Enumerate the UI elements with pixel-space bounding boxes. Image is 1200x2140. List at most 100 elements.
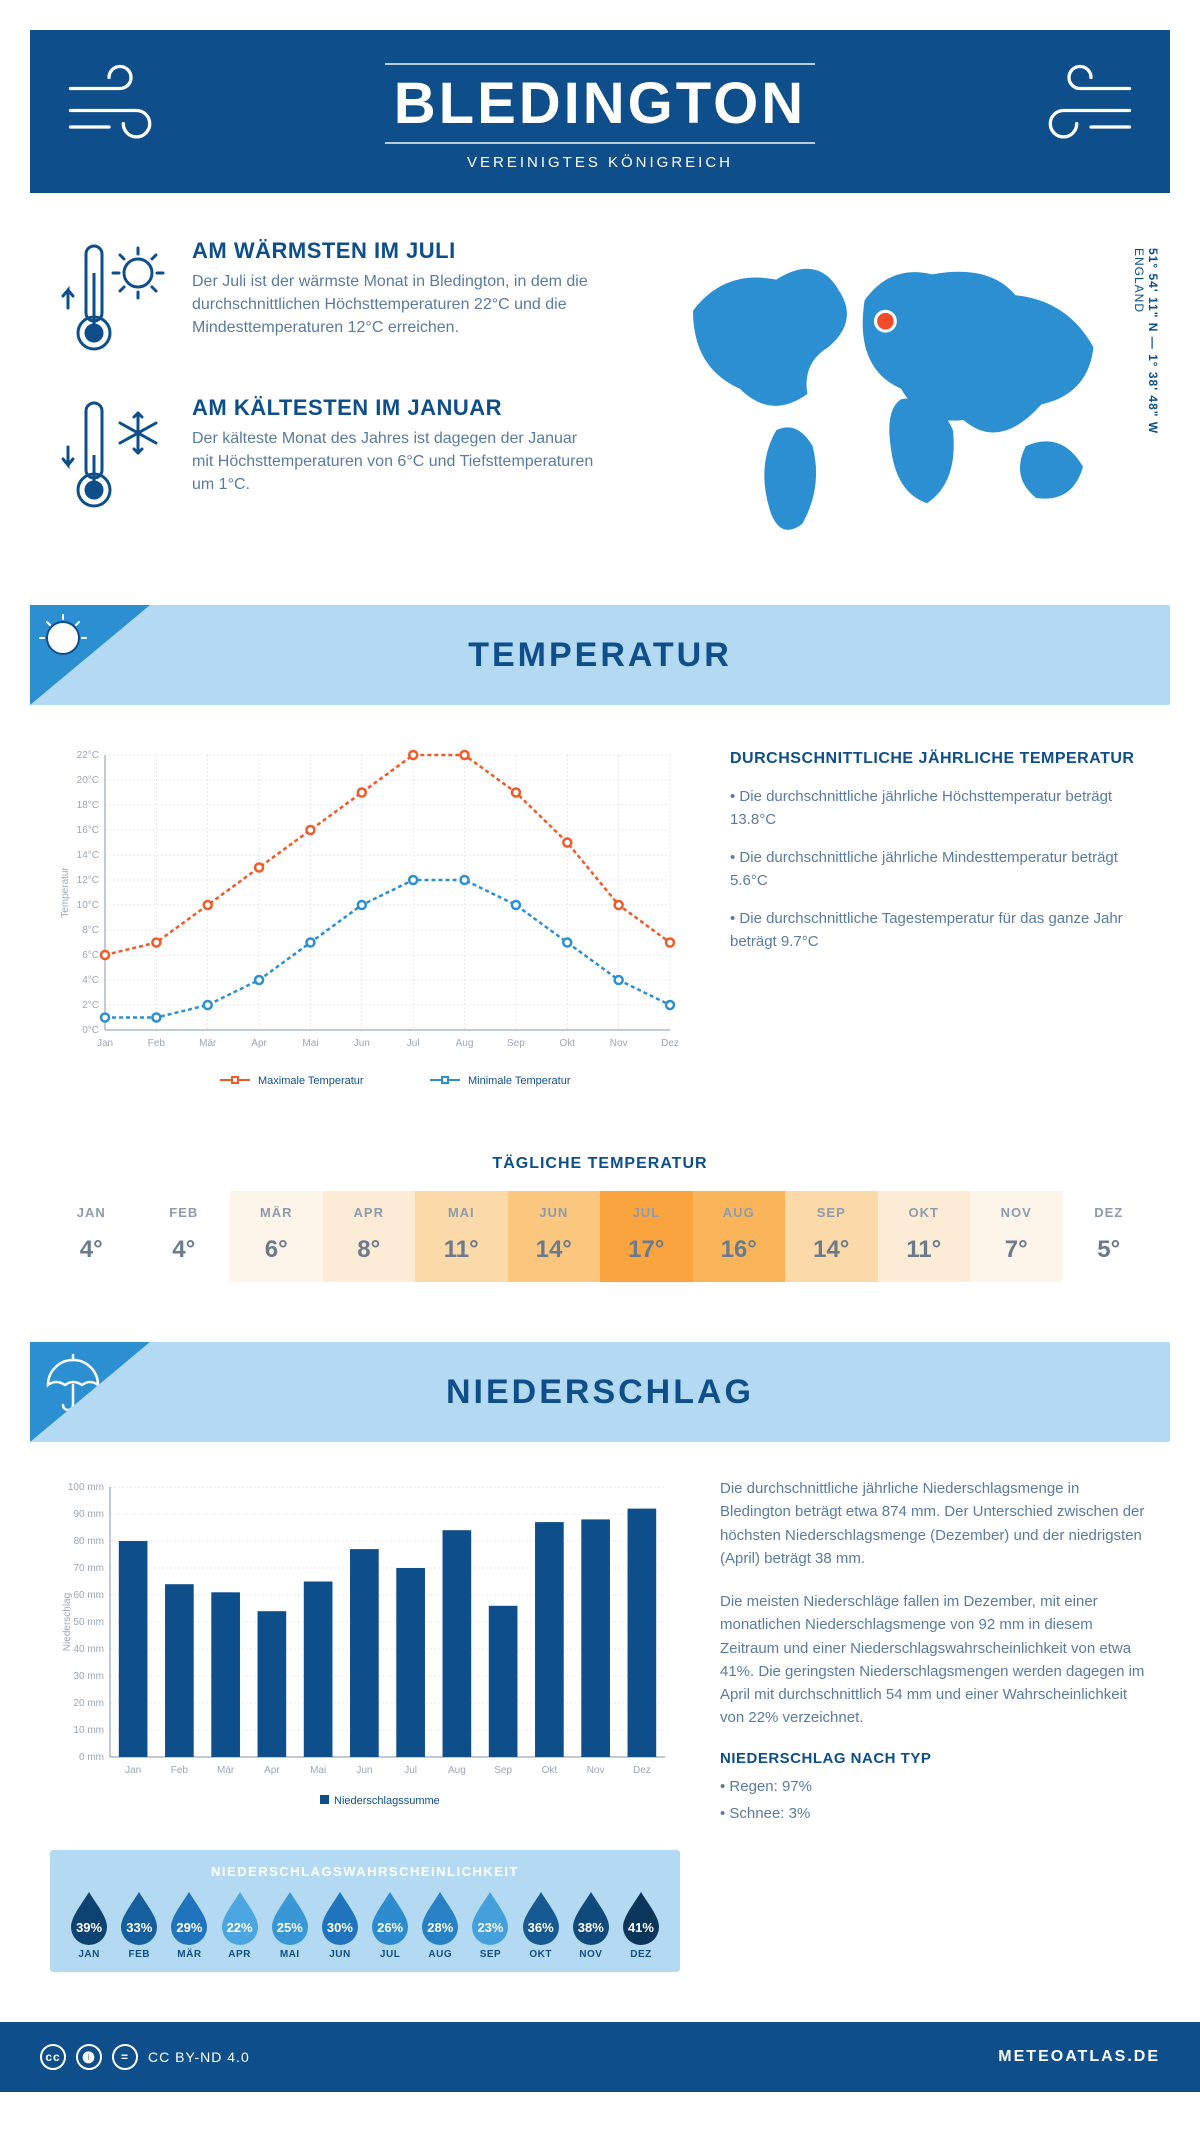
- svg-text:Mär: Mär: [217, 1765, 235, 1776]
- svg-text:Feb: Feb: [148, 1038, 166, 1049]
- thermometer-sun-icon: [60, 238, 170, 358]
- svg-text:100 mm: 100 mm: [68, 1482, 104, 1493]
- precip-prob-drop: 36%OKT: [516, 1889, 566, 1960]
- svg-text:0 mm: 0 mm: [79, 1752, 104, 1763]
- svg-text:Niederschlagssumme: Niederschlagssumme: [334, 1795, 440, 1807]
- daily-temp-cell: AUG16°: [693, 1191, 786, 1282]
- svg-text:14°C: 14°C: [77, 850, 99, 861]
- wind-icon: [1025, 60, 1135, 150]
- daily-temp-cell: FEB4°: [138, 1191, 231, 1282]
- coldest-text: Der kälteste Monat des Jahres ist dagege…: [192, 427, 601, 497]
- precip-prob-drop: 25%MAI: [265, 1889, 315, 1960]
- warmest-fact: AM WÄRMSTEN IM JULI Der Juli ist der wär…: [60, 238, 601, 363]
- world-map: [641, 238, 1140, 550]
- precip-heading: NIEDERSCHLAG: [446, 1373, 754, 1412]
- temp-stat-3: • Die durchschnittliche Tagestemperatur …: [730, 908, 1150, 953]
- svg-text:Jan: Jan: [125, 1765, 141, 1776]
- by-icon: 🅘: [76, 2044, 102, 2070]
- temperature-line-chart: 0°C2°C4°C6°C8°C10°C12°C14°C16°C18°C20°C2…: [50, 740, 690, 1100]
- prob-title: NIEDERSCHLAGSWAHRSCHEINLICHKEIT: [64, 1864, 666, 1879]
- temperature-section-banner: TEMPERATUR: [30, 605, 1170, 705]
- daily-temp-cell: JUL17°: [600, 1191, 693, 1282]
- svg-text:Apr: Apr: [264, 1765, 280, 1776]
- daily-temp-cell: JAN4°: [45, 1191, 138, 1282]
- temp-stat-2: • Die durchschnittliche jährliche Mindes…: [730, 847, 1150, 892]
- svg-text:40 mm: 40 mm: [73, 1644, 104, 1655]
- precip-prob-drop: 28%AUG: [415, 1889, 465, 1960]
- svg-text:Aug: Aug: [456, 1038, 474, 1049]
- umbrella-icon: [38, 1350, 103, 1415]
- svg-text:60 mm: 60 mm: [73, 1590, 104, 1601]
- precip-prob-drop: 23%SEP: [465, 1889, 515, 1960]
- svg-text:Maximale Temperatur: Maximale Temperatur: [258, 1075, 364, 1087]
- svg-text:Nov: Nov: [610, 1038, 628, 1049]
- svg-text:Sep: Sep: [494, 1765, 512, 1776]
- svg-text:Jun: Jun: [354, 1038, 370, 1049]
- daily-temp-cell: APR8°: [323, 1191, 416, 1282]
- svg-text:50 mm: 50 mm: [73, 1617, 104, 1628]
- site-name: METEOATLAS.DE: [998, 2048, 1160, 2066]
- svg-text:Nov: Nov: [587, 1765, 605, 1776]
- svg-text:Jan: Jan: [97, 1038, 113, 1049]
- svg-text:Temperatur: Temperatur: [60, 867, 71, 918]
- svg-text:20 mm: 20 mm: [73, 1698, 104, 1709]
- svg-text:70 mm: 70 mm: [73, 1563, 104, 1574]
- svg-text:Mär: Mär: [199, 1038, 217, 1049]
- svg-text:Jul: Jul: [404, 1765, 417, 1776]
- precip-para-1: Die durchschnittliche jährliche Niedersc…: [720, 1477, 1150, 1570]
- svg-text:Niederschlag: Niederschlag: [62, 1593, 73, 1651]
- header-banner: BLEDINGTON VEREINIGTES KÖNIGREICH: [30, 30, 1170, 193]
- temp-stats-title: DURCHSCHNITTLICHE JÄHRLICHE TEMPERATUR: [730, 750, 1150, 768]
- license-text: CC BY-ND 4.0: [148, 2049, 250, 2065]
- svg-text:10 mm: 10 mm: [73, 1725, 104, 1736]
- precip-prob-drop: 41%DEZ: [616, 1889, 666, 1960]
- sun-icon: [38, 613, 98, 673]
- svg-text:8°C: 8°C: [82, 925, 99, 936]
- svg-text:10°C: 10°C: [77, 900, 99, 911]
- cc-icon: cc: [40, 2044, 66, 2070]
- coldest-fact: AM KÄLTESTEN IM JANUAR Der kälteste Mona…: [60, 395, 601, 520]
- thermometer-snow-icon: [60, 395, 170, 515]
- svg-text:0°C: 0°C: [82, 1025, 99, 1036]
- temp-stat-1: • Die durchschnittliche jährliche Höchst…: [730, 786, 1150, 831]
- precip-prob-drop: 22%APR: [215, 1889, 265, 1960]
- svg-text:4°C: 4°C: [82, 975, 99, 986]
- svg-text:80 mm: 80 mm: [73, 1536, 104, 1547]
- warmest-text: Der Juli ist der wärmste Monat in Bledin…: [192, 270, 601, 340]
- daily-temp-cell: OKT11°: [878, 1191, 971, 1282]
- precip-prob-drop: 30%JUN: [315, 1889, 365, 1960]
- svg-text:2°C: 2°C: [82, 1000, 99, 1011]
- svg-text:Dez: Dez: [633, 1765, 651, 1776]
- coordinates: 51° 54' 11" N — 1° 38' 48" WENGLAND: [1132, 248, 1160, 434]
- warmest-title: AM WÄRMSTEN IM JULI: [192, 238, 601, 264]
- svg-text:Okt: Okt: [559, 1038, 575, 1049]
- precip-prob-drop: 26%JUL: [365, 1889, 415, 1960]
- daily-temp-title: TÄGLICHE TEMPERATUR: [30, 1155, 1170, 1173]
- precip-type-title: NIEDERSCHLAG NACH TYP: [720, 1750, 1150, 1767]
- temperature-heading: TEMPERATUR: [468, 636, 732, 675]
- page-title: BLEDINGTON: [30, 70, 1170, 137]
- precip-prob-drop: 38%NOV: [566, 1889, 616, 1960]
- svg-text:Okt: Okt: [542, 1765, 558, 1776]
- wind-icon: [65, 60, 175, 150]
- svg-text:Mai: Mai: [302, 1038, 318, 1049]
- precip-section-banner: NIEDERSCHLAG: [30, 1342, 1170, 1442]
- daily-temp-cell: DEZ5°: [1063, 1191, 1156, 1282]
- svg-text:Mai: Mai: [310, 1765, 326, 1776]
- svg-text:12°C: 12°C: [77, 875, 99, 886]
- svg-text:22°C: 22°C: [77, 750, 99, 761]
- svg-text:6°C: 6°C: [82, 950, 99, 961]
- svg-text:Aug: Aug: [448, 1765, 466, 1776]
- precip-para-2: Die meisten Niederschläge fallen im Deze…: [720, 1590, 1150, 1730]
- svg-text:20°C: 20°C: [77, 775, 99, 786]
- svg-text:Jun: Jun: [356, 1765, 372, 1776]
- nd-icon: =: [112, 2044, 138, 2070]
- precip-prob-drop: 33%FEB: [114, 1889, 164, 1960]
- country-subtitle: VEREINIGTES KÖNIGREICH: [30, 154, 1170, 171]
- precip-prob-drop: 29%MÄR: [164, 1889, 214, 1960]
- daily-temp-cell: JUN14°: [508, 1191, 601, 1282]
- daily-temp-cell: MÄR6°: [230, 1191, 323, 1282]
- footer: cc 🅘 = CC BY-ND 4.0 METEOATLAS.DE: [0, 2022, 1200, 2092]
- svg-text:18°C: 18°C: [77, 800, 99, 811]
- svg-text:Minimale Temperatur: Minimale Temperatur: [468, 1075, 571, 1087]
